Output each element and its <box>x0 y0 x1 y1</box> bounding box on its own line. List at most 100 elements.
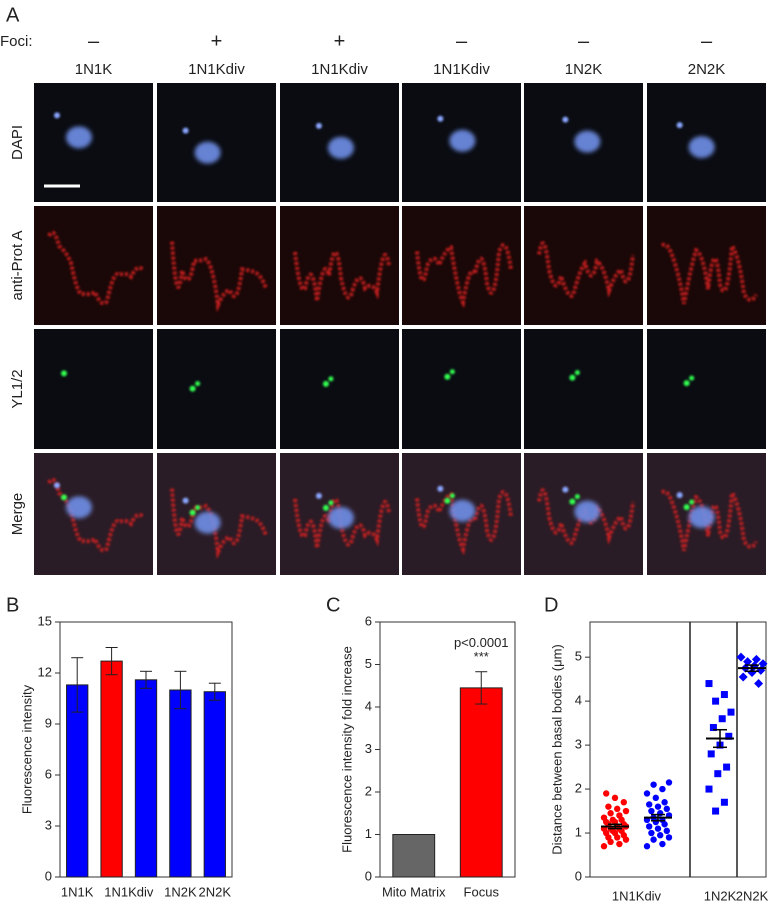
bar <box>392 834 436 878</box>
micrograph <box>524 83 643 202</box>
point <box>747 668 757 678</box>
kinetoplast <box>562 116 569 123</box>
micrograph <box>402 206 521 325</box>
kinetoplast <box>437 485 444 492</box>
basal-body <box>322 380 329 387</box>
y-tick-label: 0 <box>575 868 582 883</box>
basal-body <box>683 504 690 511</box>
micrograph <box>157 453 276 575</box>
annotation: *** <box>474 649 489 664</box>
micrograph <box>157 329 276 449</box>
point <box>727 708 735 716</box>
kinetoplast <box>676 492 683 499</box>
point <box>609 816 616 824</box>
basal-body <box>328 376 334 382</box>
basal-body <box>328 500 334 506</box>
mito-signal <box>660 240 758 305</box>
y-tick-label: 5 <box>575 649 582 664</box>
point <box>607 810 614 817</box>
mito-signal <box>47 230 145 306</box>
point <box>665 779 673 786</box>
micrograph <box>647 83 766 202</box>
point <box>603 790 610 797</box>
y-tick-label: 15 <box>38 613 52 628</box>
point <box>712 807 720 815</box>
point <box>659 840 666 848</box>
micrograph <box>647 329 766 449</box>
basal-body <box>444 373 451 380</box>
basal-body <box>569 374 576 381</box>
micrograph-bg <box>280 329 399 449</box>
nucleus <box>66 496 92 519</box>
basal-body <box>322 504 329 511</box>
point <box>736 652 746 662</box>
micrograph-bg <box>647 206 766 325</box>
bar <box>169 689 192 878</box>
nucleus <box>66 126 92 149</box>
point <box>643 790 651 797</box>
mito-signal <box>537 241 635 298</box>
point <box>614 805 621 813</box>
kinetoplast <box>562 486 569 493</box>
foci-label: Foci: <box>0 33 33 50</box>
column-label: 1N1K <box>75 61 113 78</box>
basal-body <box>444 497 451 504</box>
micrograph-bg <box>647 329 766 449</box>
point <box>720 798 728 806</box>
nucleus <box>449 499 476 522</box>
micrograph <box>34 83 153 202</box>
foci-sign: – <box>456 30 468 52</box>
point <box>718 715 726 723</box>
panel-label: C <box>326 594 340 616</box>
basal-body <box>449 369 455 375</box>
bar <box>66 684 89 878</box>
y-tick-label: 12 <box>38 664 52 679</box>
panel-label: B <box>6 594 19 616</box>
y-tick-label: 3 <box>575 737 582 752</box>
point <box>707 750 715 758</box>
x-tick-label: 2N2K <box>199 884 232 899</box>
nucleus <box>688 506 715 529</box>
column-label: 1N2K <box>565 61 603 78</box>
micrograph-bg <box>34 329 153 449</box>
bar <box>100 660 123 878</box>
y-tick-label: 2 <box>365 783 372 798</box>
x-tick-label: 1N1K <box>61 884 94 899</box>
column-label: 2N2K <box>688 61 726 78</box>
micrograph-bg <box>157 83 276 202</box>
basal-body <box>195 381 201 387</box>
micrograph <box>280 83 399 202</box>
y-tick-label: 3 <box>365 741 372 756</box>
plot-frame <box>589 621 767 878</box>
point <box>705 785 713 793</box>
nucleus <box>574 500 601 523</box>
point <box>725 732 733 740</box>
y-tick-label: 1 <box>575 824 582 839</box>
kinetoplast <box>676 122 683 129</box>
micrograph <box>280 329 399 449</box>
x-tick-label: 1N2K <box>164 884 197 899</box>
point <box>648 829 655 837</box>
mito-signal <box>170 241 268 313</box>
row-label: anti-Prot A <box>9 230 26 300</box>
micrograph <box>280 453 399 575</box>
micrograph <box>647 206 766 325</box>
y-axis-label: Fluorescence intensity fold increase <box>339 646 354 853</box>
point <box>661 799 668 806</box>
y-tick-label: 4 <box>575 693 582 708</box>
micrograph-bg <box>157 206 276 325</box>
kinetoplast <box>315 492 322 499</box>
nucleus <box>688 136 715 159</box>
basal-body <box>61 494 67 501</box>
kinetoplast <box>54 112 60 119</box>
y-tick-label: 1 <box>365 826 372 841</box>
y-tick-label: 5 <box>365 656 372 671</box>
y-axis-label: Distance between basal bodies (μm) <box>549 644 564 855</box>
y-tick-label: 0 <box>365 868 372 883</box>
y-tick-label: 6 <box>45 766 52 781</box>
y-tick-label: 9 <box>45 715 52 730</box>
micrograph-bg <box>524 206 643 325</box>
point <box>654 825 662 832</box>
foci-sign: + <box>334 30 346 52</box>
